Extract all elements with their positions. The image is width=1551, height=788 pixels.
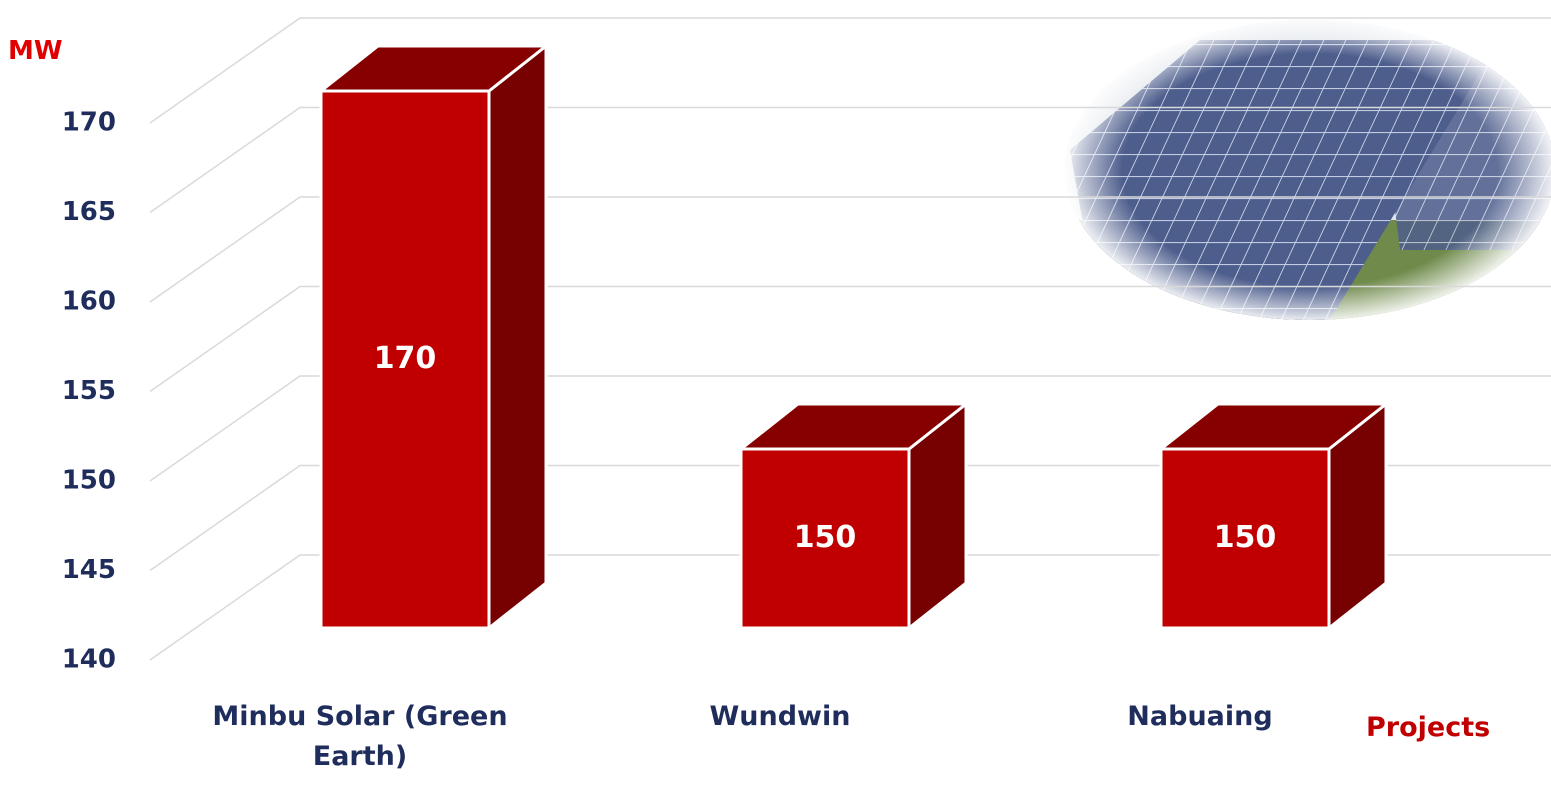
grid-line (149, 106, 1551, 214)
y-tick-label: 145 (62, 555, 116, 585)
x-tick-label: Minbu Solar (Green Earth) (212, 701, 508, 772)
y-tick-label: 150 (62, 466, 116, 496)
bar-3d (1156, 400, 1391, 632)
bar-front (739, 447, 911, 630)
bar-front (319, 89, 491, 630)
x-tick-label: Nabuaing (1127, 701, 1273, 732)
bar-3d (316, 42, 551, 632)
y-tick-label: 160 (62, 287, 116, 317)
grid-line (149, 196, 1551, 303)
value-label: 150 (1214, 520, 1277, 555)
y-tick-label: 170 (62, 108, 116, 138)
y-axis-title: MW (8, 36, 63, 66)
y-tick-label: 140 (62, 645, 116, 675)
grid-line (149, 17, 1551, 124)
solar-photo (1065, 20, 1551, 320)
grid-line (149, 285, 1551, 393)
grid-line (149, 554, 1551, 661)
grid-line (149, 375, 1551, 482)
bar-front (1159, 447, 1331, 630)
x-tick-label: Wundwin (709, 701, 851, 732)
bar-3d (736, 400, 971, 632)
value-label: 170 (374, 341, 437, 376)
value-label: 150 (794, 520, 857, 555)
x-axis-title: Projects (1366, 712, 1491, 743)
grid-line (149, 464, 1551, 572)
bar-side (487, 42, 548, 632)
y-tick-label: 155 (62, 376, 116, 406)
y-tick-label: 165 (62, 197, 116, 227)
